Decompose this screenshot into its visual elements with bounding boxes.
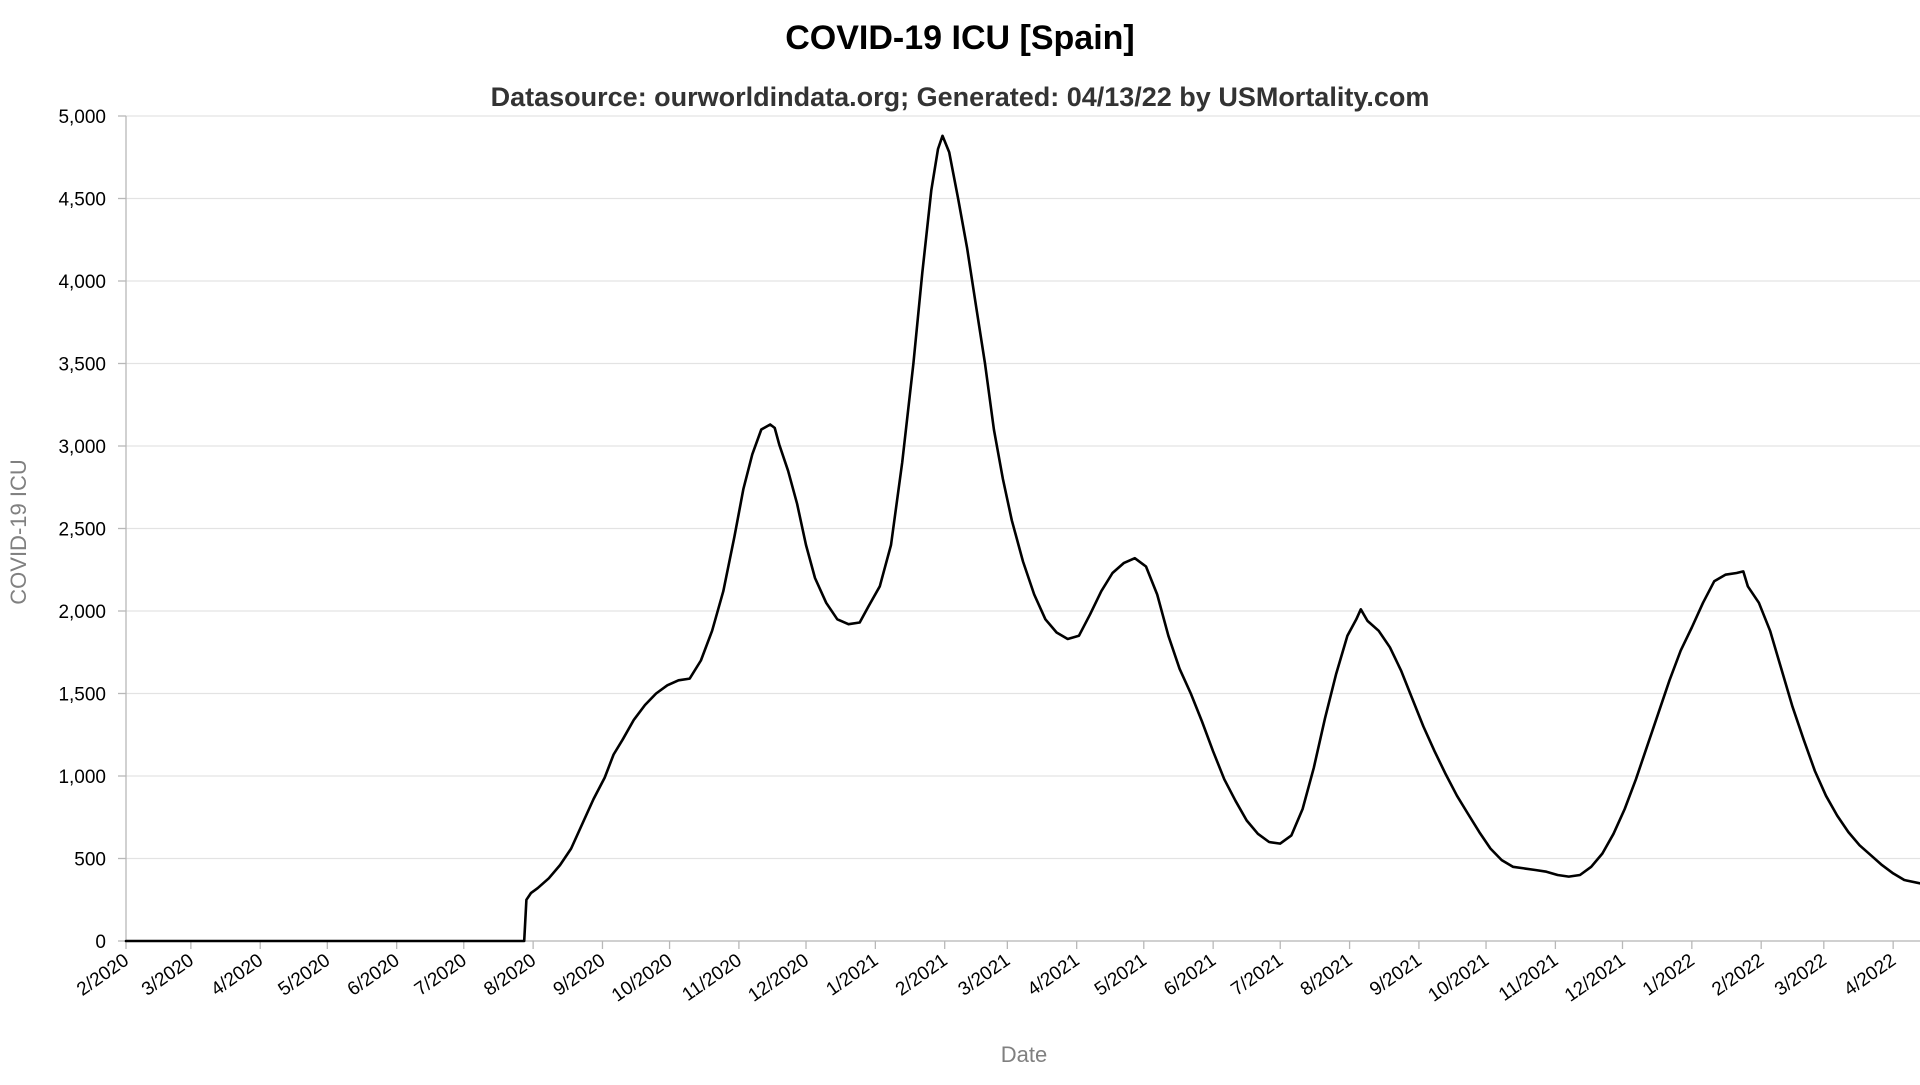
y-tick-label: 2,000 [58,602,106,623]
x-tick-label: 4/2021 [1024,950,1084,1001]
x-tick-label: 6/2021 [1160,950,1220,1001]
x-tick-label: 9/2020 [550,950,610,1001]
x-tick-label: 12/2020 [745,950,813,1007]
x-tick-label: 5/2021 [1091,950,1151,1001]
x-tick-label: 1/2021 [823,950,883,1001]
x-tick-label: 6/2020 [344,950,404,1001]
x-tick-label: 10/2020 [608,950,676,1007]
y-axis-title: COVID-19 ICU [6,459,31,604]
x-tick-label: 11/2021 [1495,950,1562,1006]
x-tick-label: 2/2022 [1708,950,1768,1001]
y-tick-label: 1,500 [58,685,106,706]
series-line-icu [124,134,1920,943]
x-tick-label: 7/2020 [411,950,471,1001]
y-tick-label: 3,000 [58,437,106,458]
x-tick-label: 1/2022 [1639,950,1699,1001]
x-tick-label: 8/2020 [480,950,540,1001]
grid-lines [126,115,1920,942]
x-tick-label: 10/2021 [1425,950,1493,1007]
x-tick-label: 3/2020 [138,950,198,1001]
x-tick-label: 4/2022 [1840,950,1900,1001]
chart-title: COVID-19 ICU [Spain] [785,19,1134,57]
y-tick-label: 4,500 [58,190,106,211]
x-tick-label: 7/2021 [1227,950,1287,1001]
x-tick-label: 5/2020 [275,950,335,1001]
x-tick-label: 3/2022 [1771,950,1831,1001]
x-tick-label: 4/2020 [207,950,267,1001]
y-tick-label: 2,500 [58,520,106,541]
x-tick-label: 2/2021 [892,950,952,1001]
x-tick-label: 8/2021 [1297,950,1357,1001]
y-axis-ticks: 0 500 1,000 1,500 2,000 2,500 3,000 3,500 4,000 4… [58,107,126,953]
y-tick-label: 5,000 [58,107,106,128]
x-axis-ticks: 2/2020 3/2020 4/2020 5/2020 6/2020 7/2020 8/20… [73,941,1900,1006]
y-tick-label: 3,500 [58,355,106,376]
y-tick-label: 500 [74,850,106,871]
x-tick-label: 12/2021 [1561,950,1629,1007]
x-tick-label: 3/2021 [955,950,1015,1001]
y-tick-label: 0 [95,932,106,953]
x-tick-label: 9/2021 [1366,950,1426,1001]
y-tick-label: 4,000 [58,272,106,293]
x-axis-title: Date [1001,1042,1047,1067]
x-tick-label: 2/2020 [73,950,133,1001]
x-tick-label: 11/2020 [679,950,746,1006]
chart-subtitle: Datasource: ourworldindata.org; Generate… [491,82,1430,112]
y-tick-label: 1,000 [58,767,106,788]
